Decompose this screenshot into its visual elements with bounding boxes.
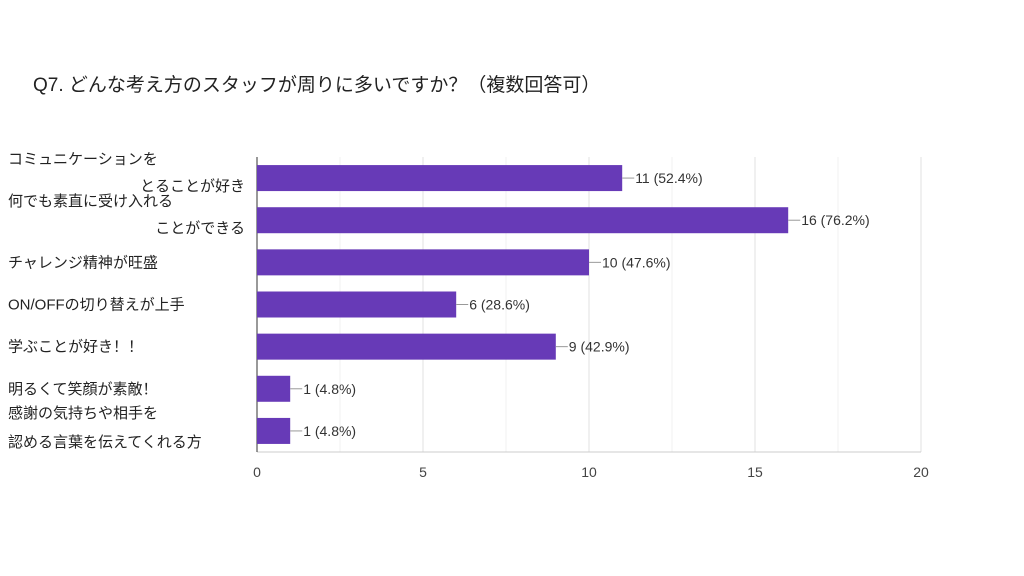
grid <box>256 157 922 453</box>
category-label: コミュニケーションを <box>8 151 158 168</box>
data-label: 11 (52.4%) <box>635 170 702 186</box>
category-label: ことができる <box>155 220 245 237</box>
bars: 11 (52.4%) 16 (76.2%) 10 (47.6%) 6 (28.6%) 9… <box>257 165 870 444</box>
bar <box>257 291 457 318</box>
x-tick-label: 20 <box>913 464 929 480</box>
category-label: 学ぶことが好き！！ <box>8 339 143 356</box>
data-label: 10 (47.6%) <box>602 254 670 270</box>
x-tick-label: 0 <box>253 464 261 480</box>
bar <box>257 375 291 402</box>
data-label: 1 (4.8%) <box>303 381 356 397</box>
x-axis-ticks: 0 5 10 15 20 <box>253 464 929 480</box>
category-label: ON/OFFの切り替えが上手 <box>8 297 185 314</box>
bar <box>257 165 623 192</box>
category-label: 何でも素直に受け入れる <box>8 193 173 210</box>
data-label: 16 (76.2%) <box>801 212 869 228</box>
category-label: チャレンジ精神が旺盛 <box>8 254 158 271</box>
bar <box>257 249 589 276</box>
bar <box>257 207 789 234</box>
category-label: とることが好き <box>140 178 245 195</box>
bar <box>257 417 291 444</box>
x-tick-label: 15 <box>747 464 763 480</box>
category-label: 明るくて笑顔が素敵！ <box>8 381 158 398</box>
category-labels: コミュニケーションをとることが好き何でも素直に受け入れることができるチャレンジ精… <box>8 151 245 451</box>
data-label: 6 (28.6%) <box>469 297 530 313</box>
bar <box>257 333 556 360</box>
data-label: 9 (42.9%) <box>569 339 630 355</box>
x-tick-label: 10 <box>581 464 597 480</box>
x-tick-label: 5 <box>419 464 427 480</box>
data-label: 1 (4.8%) <box>303 423 356 439</box>
chart-title: Q7. どんな考え方のスタッフが周りに多いですか？（複数回答可） <box>33 74 600 96</box>
category-label: 感謝の気持ちや相手を <box>8 405 158 422</box>
category-label: 認める言葉を伝えてくれる方 <box>8 434 202 451</box>
